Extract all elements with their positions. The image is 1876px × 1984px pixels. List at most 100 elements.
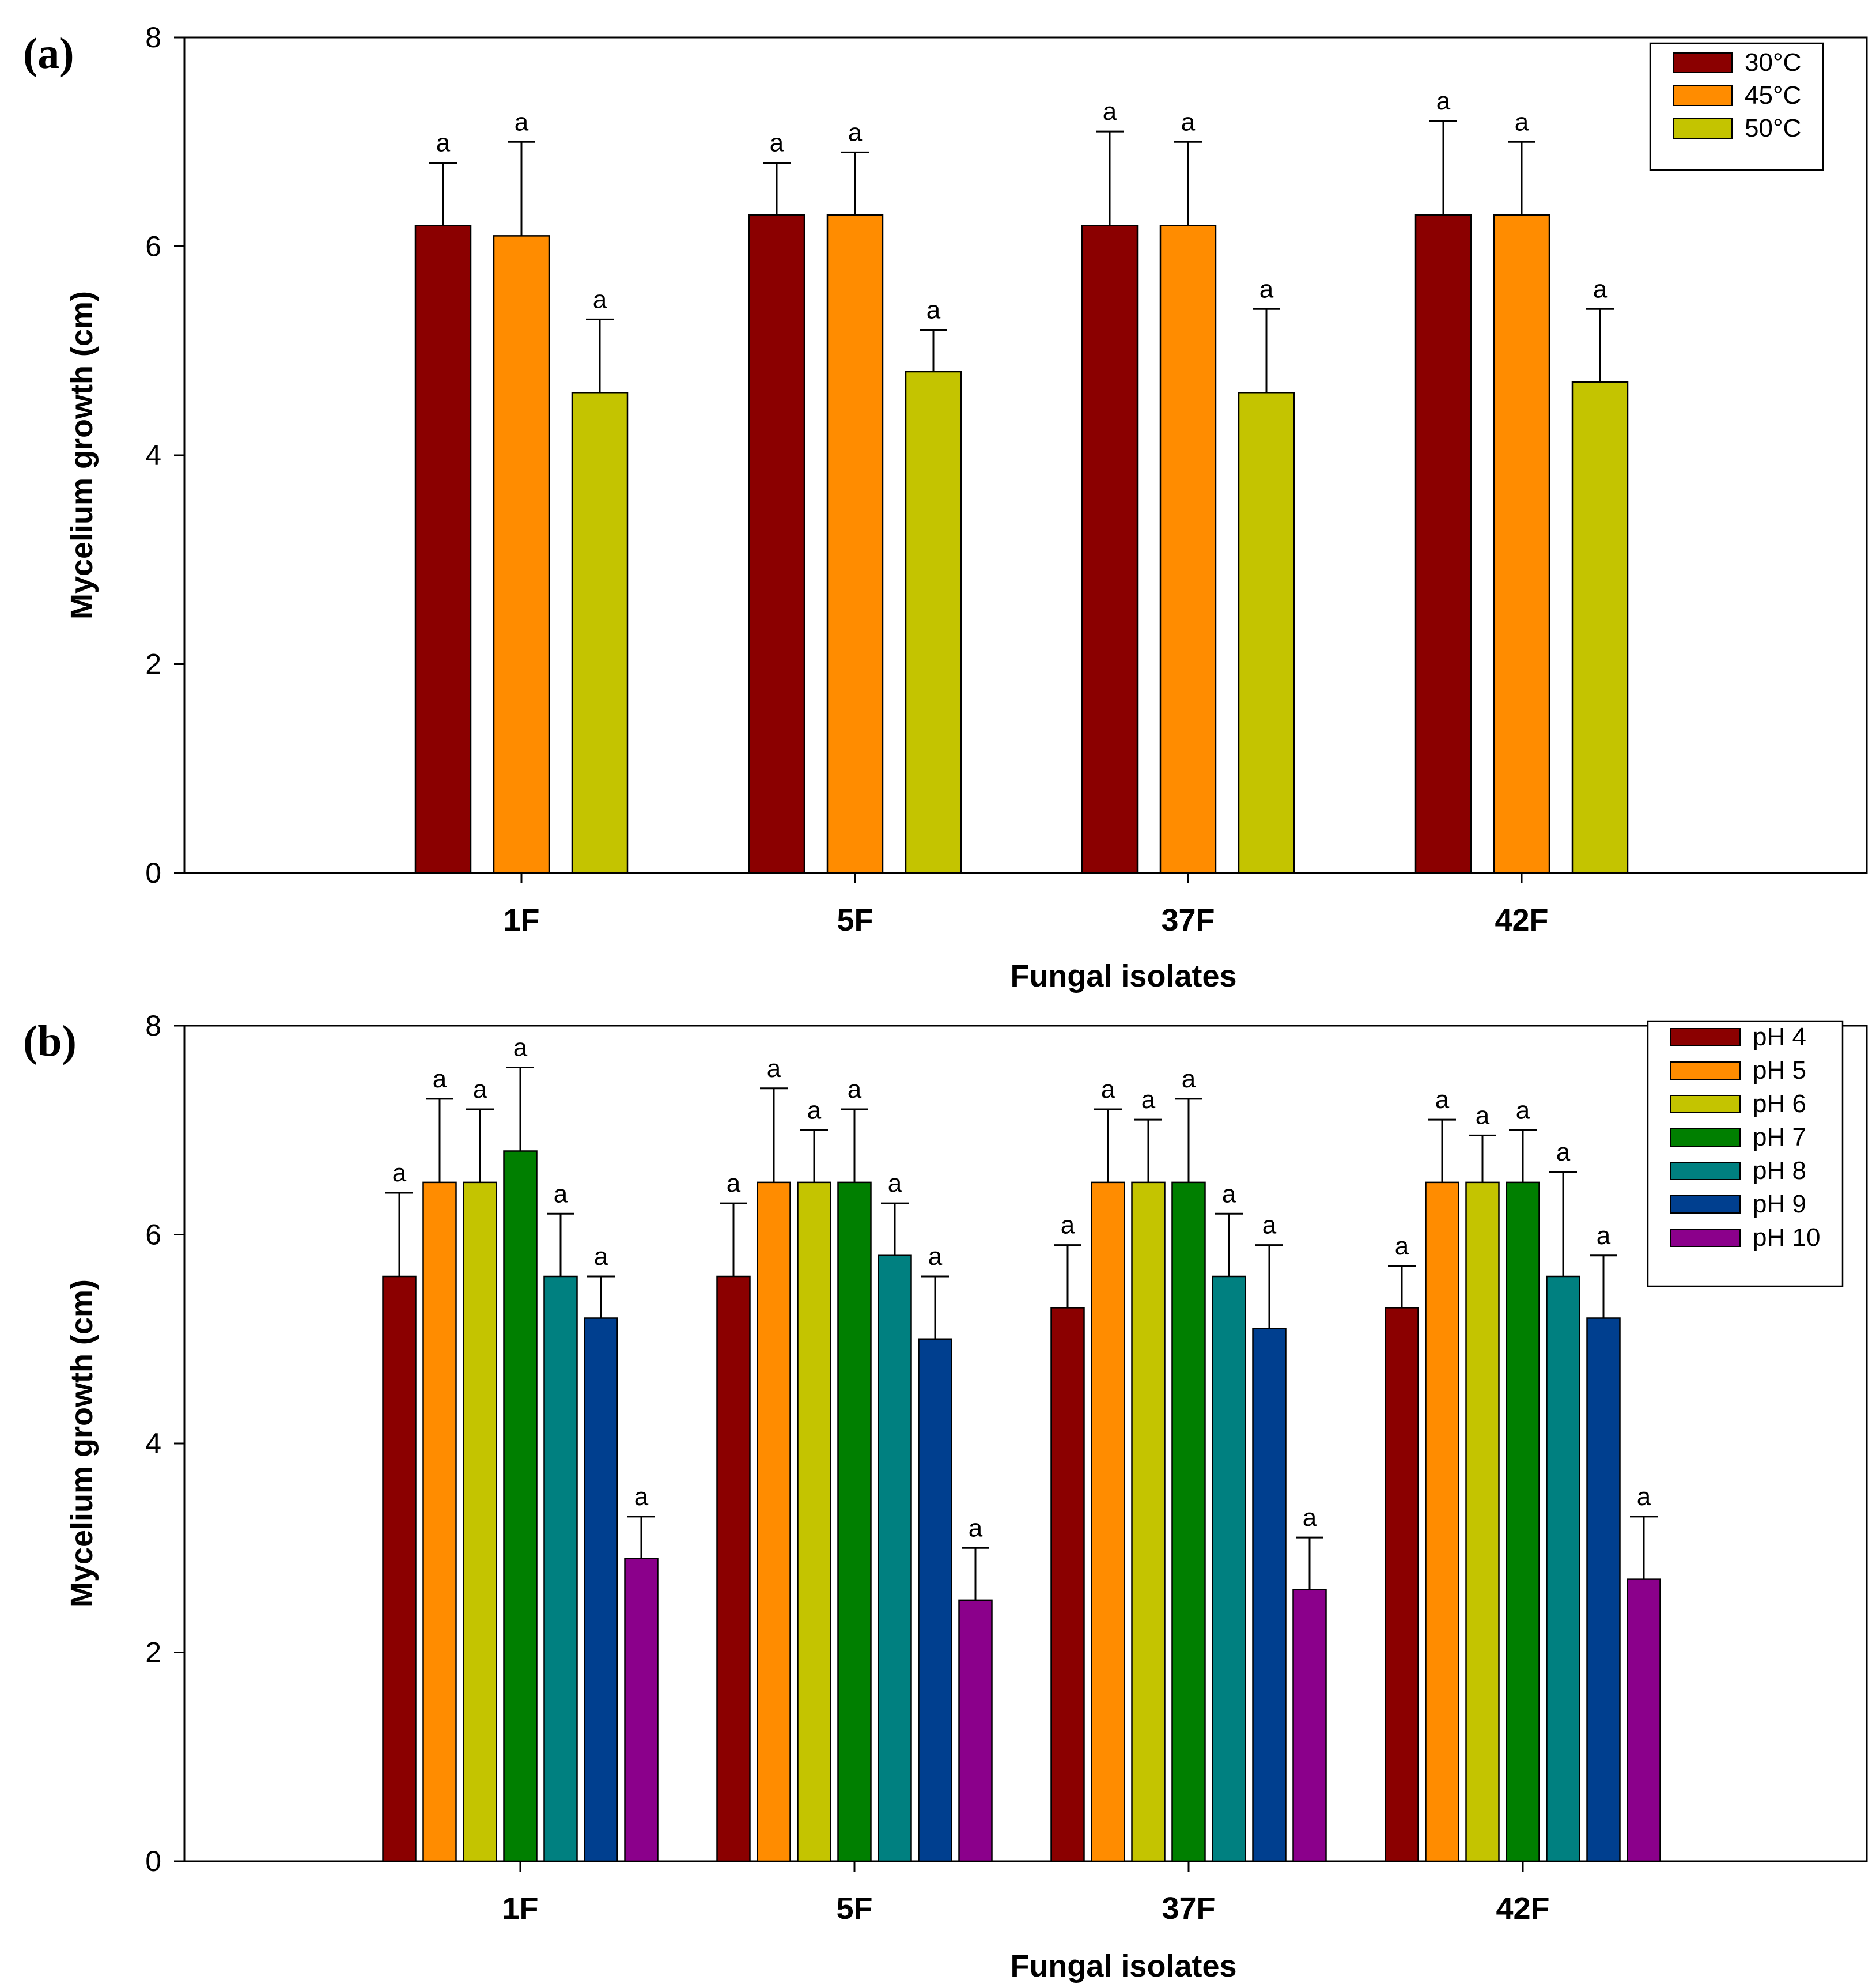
significance-letter: a (436, 129, 451, 157)
significance-letter: a (1515, 108, 1529, 136)
bar-42F-pH6 (1465, 1181, 1500, 1862)
x-category-label-5F: 5F (836, 1891, 872, 1926)
bar-37F-pH6 (1131, 1181, 1166, 1862)
significance-letter: a (807, 1096, 822, 1124)
legend-swatch-45C (1673, 85, 1733, 106)
legend-swatch-30C (1673, 52, 1733, 73)
bar-37F-30C (1081, 225, 1139, 874)
significance-letter: a (767, 1055, 781, 1083)
bar-5F-pH9 (918, 1338, 952, 1862)
bar-42F-30C (1414, 214, 1472, 874)
significance-letter: a (848, 118, 863, 146)
bar-42F-pH4 (1385, 1307, 1419, 1862)
significance-letter: a (1101, 1075, 1115, 1104)
legend-label: pH 10 (1753, 1223, 1820, 1252)
significance-letter: a (1593, 275, 1608, 303)
y-tick-label: 4 (145, 439, 161, 471)
legend-label: pH 4 (1753, 1023, 1806, 1051)
bar-37F-pH7 (1171, 1181, 1206, 1862)
significance-letter: a (1182, 1065, 1196, 1093)
significance-letter: a (926, 296, 941, 324)
significance-letter: a (1597, 1222, 1611, 1250)
bar-5F-pH7 (837, 1181, 872, 1862)
significance-letter: a (770, 129, 784, 157)
significance-letter: a (554, 1180, 568, 1208)
bar-5F-pH4 (716, 1275, 751, 1862)
significance-letter: a (888, 1169, 902, 1197)
y-axis-title-b: Mycelium growth (cm) (65, 1279, 99, 1608)
bar-42F-pH9 (1586, 1317, 1621, 1862)
bar-5F-pH5 (757, 1181, 791, 1862)
significance-letter: a (1395, 1232, 1409, 1260)
bar-5F-50C (905, 371, 962, 874)
y-tick-label: 2 (145, 648, 161, 681)
significance-letter: a (848, 1075, 862, 1104)
bar-37F-pH4 (1050, 1307, 1085, 1862)
x-category-label-37F: 37F (1161, 903, 1215, 938)
bar-1F-pH4 (382, 1275, 417, 1862)
bar-42F-45C (1493, 214, 1550, 874)
panel-label-b: (b) (23, 1017, 77, 1065)
x-category-label-42F: 42F (1495, 903, 1548, 938)
x-axis-title-b: Fungal isolates (1010, 1949, 1236, 1983)
significance-letter: a (634, 1483, 649, 1511)
bar-42F-pH10 (1627, 1578, 1661, 1862)
y-tick-label: 2 (145, 1637, 161, 1669)
y-tick-label: 8 (145, 21, 161, 54)
y-tick-label: 0 (145, 857, 161, 889)
significance-letter: a (1637, 1483, 1651, 1511)
panel-a-temperature: (a) 0 2 4 6 8 Mycelium growth (cm) Fungal isola… (23, 21, 1868, 993)
bar-42F-pH5 (1425, 1181, 1459, 1862)
significance-letter: a (969, 1514, 983, 1542)
panel-b-ph: (b) 0 2 4 6 8 Mycelium growth (cm) Fungal isola… (23, 1010, 1868, 1983)
bar-1F-50C (571, 392, 629, 874)
bar-1F-pH9 (584, 1317, 618, 1862)
significance-letter: a (594, 1242, 608, 1271)
significance-letter: a (1061, 1211, 1075, 1239)
bar-42F-50C (1571, 381, 1629, 874)
bar-37F-pH8 (1212, 1275, 1246, 1862)
significance-letter: a (1556, 1138, 1571, 1166)
x-axis-title-a: Fungal isolates (1010, 959, 1236, 993)
legend-b: pH 4 pH 5 pH 6 pH 7 pH 8 pH 9 pH 10 (1647, 1020, 1844, 1287)
bar-1F-45C (493, 235, 550, 874)
x-category-label-5F: 5F (837, 903, 873, 938)
x-category-label-42F: 42F (1496, 1891, 1549, 1926)
significance-letter: a (1141, 1086, 1156, 1114)
significance-letter: a (513, 1034, 528, 1062)
significance-letter: a (727, 1169, 741, 1197)
legend-swatch-pH5 (1670, 1061, 1741, 1080)
bar-5F-30C (748, 214, 805, 874)
bar-42F-pH8 (1546, 1275, 1580, 1862)
x-category-label-1F: 1F (502, 1891, 538, 1926)
legend-label: pH 6 (1753, 1090, 1806, 1118)
legend-swatch-pH8 (1670, 1162, 1741, 1180)
bar-37F-pH5 (1091, 1181, 1125, 1862)
legend-swatch-pH4 (1670, 1028, 1741, 1046)
y-tick-label: 6 (145, 230, 161, 263)
significance-letter: a (473, 1075, 487, 1104)
significance-letter: a (1435, 1086, 1450, 1114)
bar-37F-50C (1238, 392, 1295, 874)
bar-1F-pH6 (463, 1181, 497, 1862)
panel-label-a: (a) (23, 29, 74, 78)
legend-swatch-pH7 (1670, 1128, 1741, 1147)
bar-1F-pH8 (543, 1275, 578, 1862)
legend-label: pH 7 (1753, 1123, 1806, 1151)
y-tick-label: 4 (145, 1427, 161, 1460)
bar-37F-pH9 (1252, 1328, 1287, 1862)
bar-1F-30C (414, 225, 472, 874)
bar-1F-pH5 (422, 1181, 457, 1862)
legend-a: 30°C 45°C 50°C (1649, 42, 1824, 171)
bar-37F-45C (1159, 225, 1217, 874)
significance-letter: a (593, 285, 607, 313)
x-category-label-37F: 37F (1162, 1891, 1215, 1926)
bar-5F-pH6 (797, 1181, 831, 1862)
legend-swatch-pH6 (1670, 1095, 1741, 1113)
bar-5F-pH8 (878, 1254, 912, 1862)
x-category-label-1F: 1F (503, 903, 539, 938)
bar-42F-pH7 (1506, 1181, 1540, 1862)
significance-letter: a (1260, 275, 1274, 303)
legend-swatch-50C (1673, 118, 1733, 139)
